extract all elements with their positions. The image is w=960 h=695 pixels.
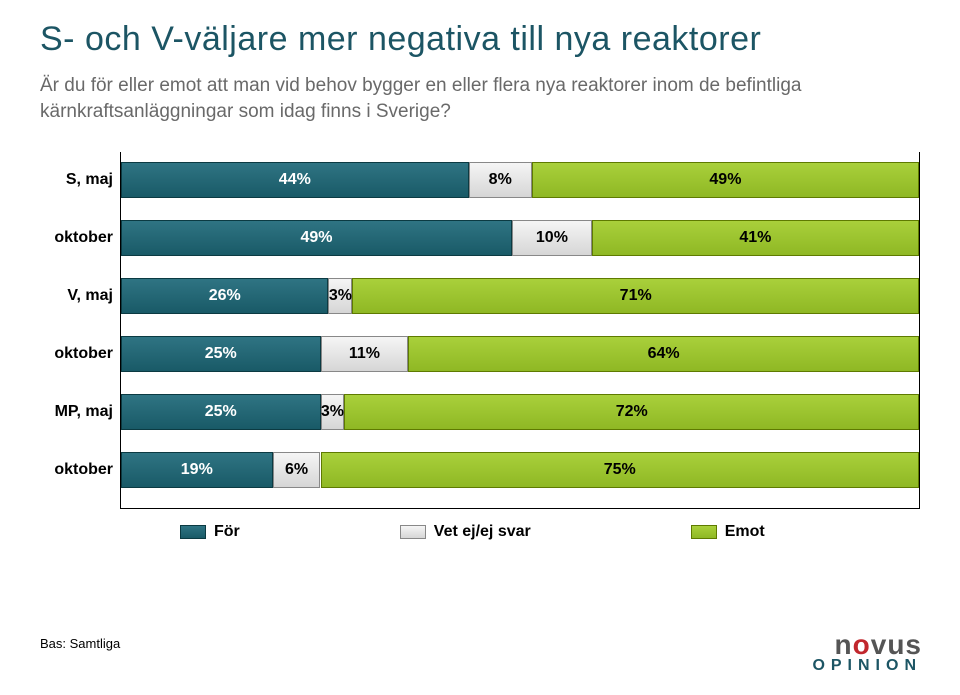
bar-segment: 26% <box>121 278 328 314</box>
row-label: oktober <box>41 461 113 479</box>
bar-segment: 75% <box>321 452 920 488</box>
footer-note: Bas: Samtliga <box>40 636 120 651</box>
plot-area: S, maj44%8%49% oktober49%10%41% V, maj26%3… <box>120 152 920 509</box>
row-label: MP, maj <box>41 403 113 421</box>
logo: novus OPINION <box>812 629 922 675</box>
legend-item-emot: Emot <box>691 523 765 541</box>
bar-segment: 19% <box>121 452 273 488</box>
bar-segment: 3% <box>328 278 352 314</box>
logo-red: o <box>853 629 871 660</box>
legend-swatch-dk <box>400 525 426 539</box>
bar-row: oktober19%6%75% <box>121 450 919 490</box>
logo-post: vus <box>871 629 922 660</box>
bar-segment: 25% <box>121 336 321 372</box>
row-label: V, maj <box>41 287 113 305</box>
bar-row: MP, maj25%3%72% <box>121 392 919 432</box>
legend: För Vet ej/ej svar Emot <box>120 523 920 541</box>
legend-item-for: För <box>180 523 240 541</box>
bar-segment: 71% <box>352 278 919 314</box>
bar-segment: 6% <box>273 452 321 488</box>
bar-segment: 3% <box>321 394 345 430</box>
bar-row: S, maj44%8%49% <box>121 160 919 200</box>
bar-segment: 41% <box>592 220 919 256</box>
legend-label-dk: Vet ej/ej svar <box>434 523 531 541</box>
page-title: S- och V-väljare mer negativa till nya r… <box>40 20 920 59</box>
bar-segment: 49% <box>532 162 919 198</box>
bar-segment: 44% <box>121 162 469 198</box>
logo-line2: OPINION <box>812 657 922 675</box>
bar-segment: 64% <box>408 336 919 372</box>
bar-segment: 49% <box>121 220 512 256</box>
bar-row: V, maj26%3%71% <box>121 276 919 316</box>
legend-item-dk: Vet ej/ej svar <box>400 523 531 541</box>
bar-row: oktober49%10%41% <box>121 218 919 258</box>
bar-segment: 25% <box>121 394 321 430</box>
legend-swatch-emot <box>691 525 717 539</box>
legend-swatch-for <box>180 525 206 539</box>
logo-pre: n <box>835 629 853 660</box>
legend-label-emot: Emot <box>725 523 765 541</box>
row-label: oktober <box>41 229 113 247</box>
legend-label-for: För <box>214 523 240 541</box>
bar-segment: 11% <box>321 336 409 372</box>
row-label: oktober <box>41 345 113 363</box>
row-label: S, maj <box>41 171 113 189</box>
bar-row: oktober25%11%64% <box>121 334 919 374</box>
question-text: Är du för eller emot att man vid behov b… <box>40 73 920 124</box>
bar-segment: 72% <box>344 394 919 430</box>
stacked-bar-chart: S, maj44%8%49%oktober49%10%41%V, maj26%3… <box>40 152 920 541</box>
bar-segment: 8% <box>469 162 532 198</box>
bar-segment: 10% <box>512 220 592 256</box>
